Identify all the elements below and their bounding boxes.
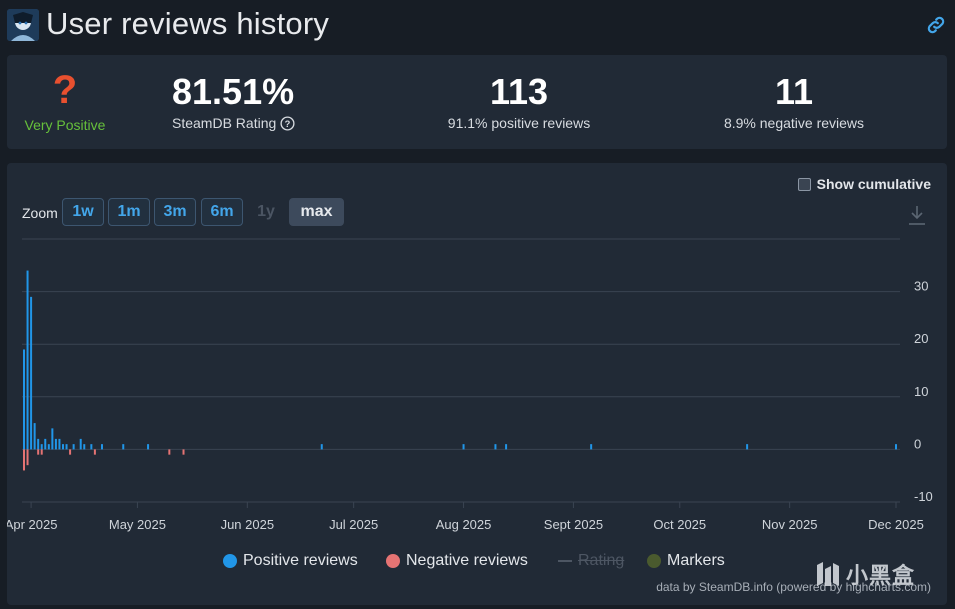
x-tick-label: Nov 2025 — [762, 517, 818, 532]
legend-swatch — [558, 560, 572, 562]
positive-bar — [61, 444, 64, 450]
rating-description-block: ? Very Positive — [15, 69, 115, 133]
y-tick-label: 20 — [914, 331, 928, 346]
legend-label: Rating — [578, 552, 625, 569]
download-icon[interactable] — [907, 204, 927, 226]
positive-bar — [505, 444, 508, 450]
positive-bar — [122, 444, 125, 450]
legend-swatch — [647, 554, 661, 568]
zoom-button-1m[interactable]: 1m — [108, 198, 150, 226]
positive-bar — [54, 438, 57, 450]
positive-bar — [51, 428, 54, 450]
zoom-button-6m[interactable]: 6m — [201, 198, 243, 226]
positive-bar — [58, 438, 61, 450]
positive-bar — [65, 444, 68, 450]
negative-bar — [40, 449, 43, 455]
negative-bar — [26, 449, 29, 466]
zoom-button-max[interactable]: max — [289, 198, 344, 226]
positive-reviews-block: 113 91.1% positive reviews — [419, 71, 619, 132]
positive-bar — [590, 444, 593, 450]
link-icon[interactable] — [925, 14, 947, 36]
legend-label: Markers — [667, 552, 725, 569]
x-tick-label: May 2025 — [109, 517, 166, 532]
positive-bar — [494, 444, 497, 450]
rating-label-row: SteamDB Rating ? — [172, 115, 312, 131]
reviews-chart: 30 20 10 0 -10 Apr 2025 May 2025 Jun 2025 Jul 20… — [7, 238, 933, 532]
positive-bar — [47, 444, 50, 450]
positive-bar — [147, 444, 150, 450]
legend-label: Negative reviews — [406, 552, 528, 569]
negative-label: 8.9% negative reviews — [723, 115, 865, 131]
legend-item-negative-reviews[interactable]: Negative reviews — [386, 552, 528, 570]
watermark-logo-icon — [817, 562, 839, 586]
rating-description: Very Positive — [24, 117, 106, 133]
positive-bar — [30, 296, 33, 450]
header: User reviews history — [0, 0, 955, 52]
positive-bar — [895, 444, 897, 450]
steamdb-rating-block: 81.51% SteamDB Rating ? — [172, 72, 312, 131]
zoom-button-1w[interactable]: 1w — [62, 198, 104, 226]
y-tick-label: 0 — [914, 436, 921, 451]
negative-bar — [93, 449, 96, 455]
x-tick-label: Apr 2025 — [7, 517, 57, 532]
x-tick-label: Jun 2025 — [221, 517, 275, 532]
positive-bar — [746, 444, 749, 450]
positive-bar — [320, 444, 323, 450]
positive-bar — [26, 270, 29, 450]
help-icon[interactable]: ? — [280, 115, 295, 131]
show-cumulative-toggle[interactable]: Show cumulative — [797, 176, 931, 192]
positive-bar — [79, 438, 82, 450]
rating-value: 81.51% — [172, 71, 295, 112]
positive-bar — [90, 444, 93, 450]
zoom-button-3m[interactable]: 3m — [154, 198, 196, 226]
zoom-label: Zoom — [22, 205, 58, 221]
y-tick-label: 10 — [914, 384, 928, 399]
x-tick-label: Sept 2025 — [544, 517, 603, 532]
negative-count: 11 — [774, 71, 814, 112]
summary-panel: ? Very Positive 81.51% SteamDB Rating ? … — [7, 55, 947, 149]
legend-item-rating[interactable]: Rating — [558, 552, 624, 570]
cumulative-label: Show cumulative — [816, 176, 931, 192]
negative-bar — [23, 449, 25, 471]
positive-bar — [44, 438, 47, 450]
question-icon: ? — [52, 68, 78, 112]
positive-bar — [23, 349, 25, 450]
negative-reviews-block: 11 8.9% negative reviews — [694, 71, 894, 132]
positive-bar — [72, 444, 75, 450]
game-icon — [7, 9, 39, 41]
legend-item-positive-reviews[interactable]: Positive reviews — [223, 552, 358, 570]
cumulative-checkbox[interactable] — [797, 177, 811, 191]
positive-label: 91.1% positive reviews — [447, 115, 591, 131]
positive-bar — [33, 423, 36, 450]
x-tick-label: Dec 2025 — [868, 517, 924, 532]
rating-label: SteamDB Rating — [172, 115, 277, 131]
chart-panel: 30 20 10 0 -10 Apr 2025 May 2025 Jun 2025 Jul 20… — [7, 163, 947, 605]
svg-text:?: ? — [285, 118, 291, 128]
legend-label: Positive reviews — [243, 552, 358, 569]
legend-item-markers[interactable]: Markers — [647, 552, 725, 570]
positive-bar — [462, 444, 465, 450]
positive-bar — [83, 444, 86, 450]
x-tick-label: Jul 2025 — [329, 517, 378, 532]
x-tick-label: Oct 2025 — [653, 517, 706, 532]
watermark: 小黑盒 — [812, 558, 915, 590]
page-title: User reviews history — [46, 6, 330, 41]
chart-legend: Positive reviews Negative reviews Rating Ma… — [7, 552, 947, 574]
chart-credits[interactable]: data by SteamDB.info (powered by highcha… — [656, 580, 931, 594]
legend-swatch — [386, 554, 400, 568]
negative-bar — [182, 449, 185, 455]
negative-bar — [37, 449, 40, 455]
negative-bar — [168, 449, 171, 455]
positive-bar — [37, 438, 40, 450]
positive-bar — [40, 444, 43, 450]
legend-swatch — [223, 554, 237, 568]
y-tick-label: -10 — [914, 489, 933, 504]
positive-bar — [100, 444, 103, 450]
negative-bar — [69, 449, 72, 455]
zoom-button-1y: 1y — [257, 203, 275, 220]
y-tick-label: 30 — [914, 279, 928, 294]
watermark-text: 小黑盒 — [846, 563, 916, 588]
x-tick-label: Aug 2025 — [436, 517, 492, 532]
positive-count: 113 — [489, 71, 549, 112]
